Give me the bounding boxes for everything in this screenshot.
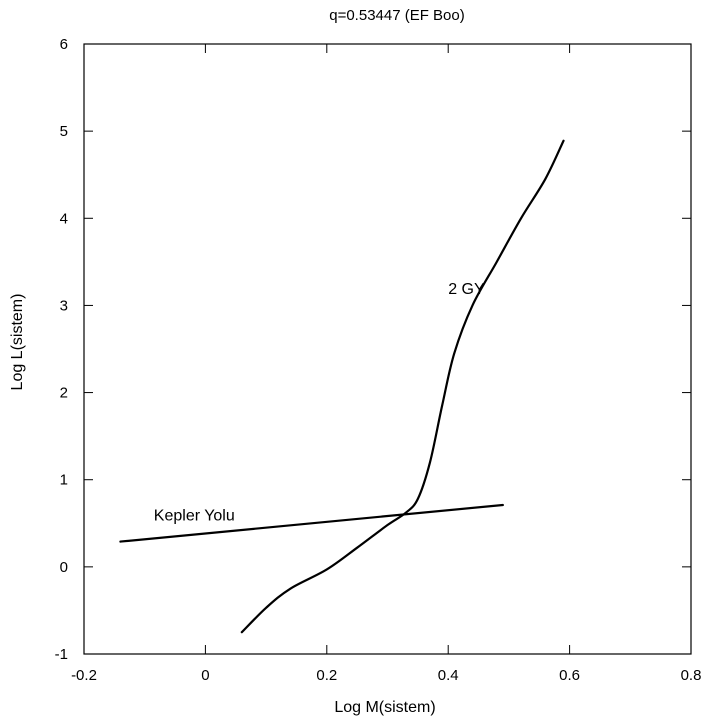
series-layer — [119, 139, 565, 634]
y-tick-label: 1 — [60, 472, 68, 489]
x-axis-ticks: -0.2 0 0.2 0.4 0.6 0.8 — [71, 44, 701, 684]
y-tick-label: 6 — [60, 36, 68, 53]
x-tick-label: -0.2 — [71, 667, 97, 684]
x-tick-label: 0.8 — [681, 667, 702, 684]
series-line-kepler-yolu — [119, 503, 504, 543]
annotation-kepler-yolu: Kepler Yolu — [154, 508, 235, 525]
y-axis-ticks: -1 0 1 2 3 4 5 6 — [55, 36, 691, 663]
x-axis-title: Log M(sistem) — [334, 699, 435, 716]
y-tick-label: 2 — [60, 385, 68, 402]
x-tick-label: 0 — [201, 667, 209, 684]
annotation-2-gy: 2 GY — [448, 281, 485, 298]
y-axis-title: Log L(sistem) — [9, 294, 26, 391]
y-tick-label: 4 — [60, 210, 68, 227]
y-tick-label: 5 — [60, 123, 68, 140]
y-tick-label: -1 — [55, 646, 68, 663]
y-tick-label: 3 — [60, 297, 68, 314]
plot-frame — [83, 43, 692, 655]
chart-title: q=0.53447 (EF Boo) — [329, 7, 465, 24]
x-tick-label: 0.6 — [559, 667, 580, 684]
annotation-layer: Kepler Yolu 2 GY — [154, 281, 485, 525]
plot-border — [83, 43, 692, 655]
y-tick-label: 0 — [60, 559, 68, 576]
x-tick-label: 0.2 — [316, 667, 337, 684]
series-line-2-gy — [240, 139, 565, 634]
x-tick-label: 0.4 — [438, 667, 459, 684]
